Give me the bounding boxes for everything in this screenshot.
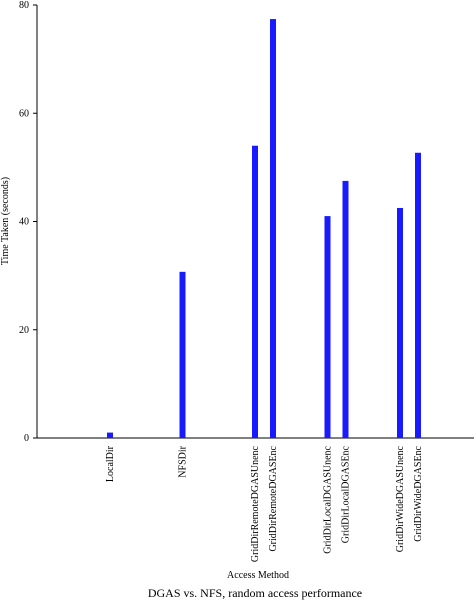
bar [397,207,403,438]
bar [342,180,349,438]
y-tick-label: 0 [24,433,29,444]
bar [270,19,276,438]
y-tick-label: 60 [19,108,29,119]
x-tick-label: GridDirWideDGASEnc [413,445,424,541]
x-tick-label: GridDirWideDGASUnenc [395,445,406,552]
bar [179,271,186,438]
y-tick-label: 80 [19,0,29,11]
x-tick-label: GridDirRemoteDGASUnenc [250,445,261,562]
bar [252,145,258,438]
y-tick-label: 20 [19,325,29,336]
bar [324,216,331,438]
x-tick-label: NFSDir [178,445,189,477]
x-tick-label: GridDirRemoteDGASEnc [268,445,279,551]
x-tick-label: LocalDir [105,445,116,482]
y-tick-label: 40 [19,217,29,228]
y-axis-label: Time Taken (seconds) [0,177,11,265]
x-tick-label: GridDirLocalDGASEnc [341,445,352,543]
x-tick-label: GridDirLocalDGASUnenc [323,445,334,553]
chart-title: DGAS vs. NFS, random access performance [148,586,362,600]
x-axis-label: Access Method [227,570,289,581]
bar [415,152,421,439]
bar [107,432,113,438]
